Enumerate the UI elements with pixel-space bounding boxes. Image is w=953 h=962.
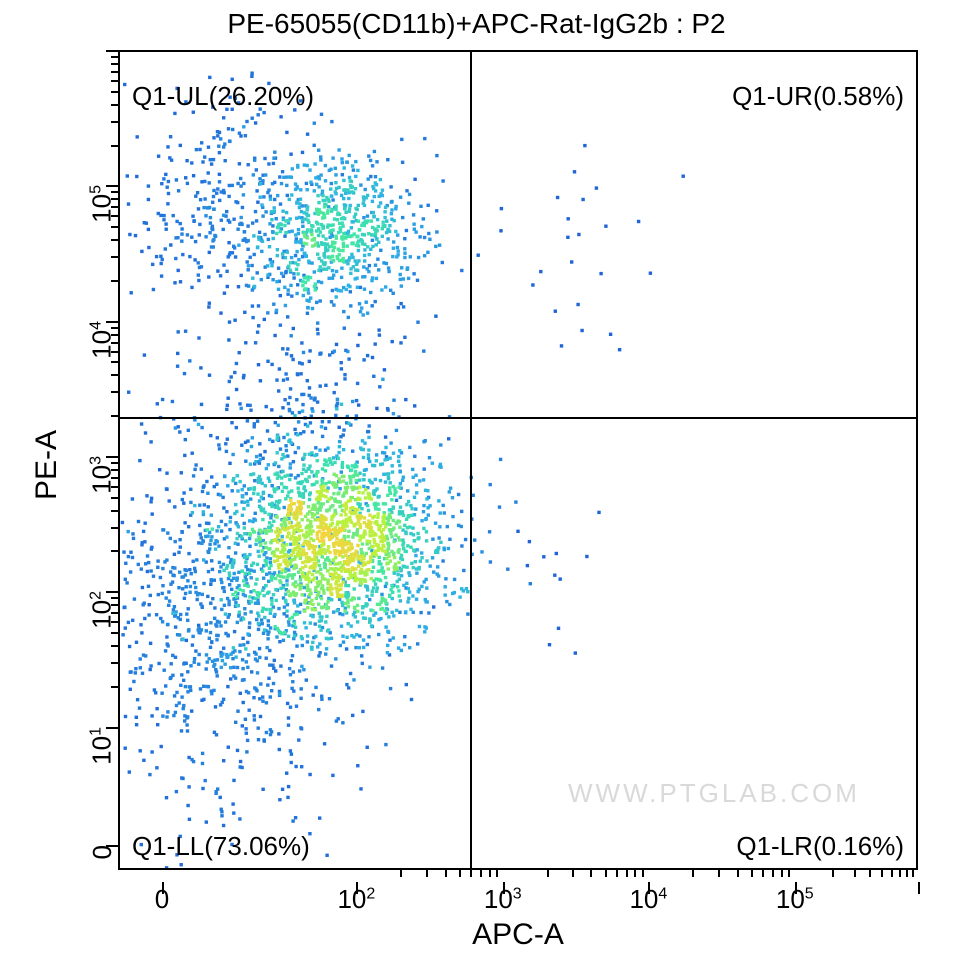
chart-title: PE-65055(CD11b)+APC-Rat-IgG2b : P2: [0, 8, 953, 40]
y-tick-minor: [111, 604, 118, 606]
y-tick-major: [106, 50, 118, 52]
y-tick-minor: [111, 527, 118, 529]
y-tick-minor: [111, 91, 118, 93]
y-tick-minor: [111, 215, 118, 217]
y-tick-minor: [111, 104, 118, 106]
x-tick-minor: [762, 870, 764, 877]
y-tick-minor: [111, 550, 118, 552]
x-tick-minor: [642, 870, 644, 877]
density-scatter-points: [120, 52, 918, 870]
x-tick-minor: [912, 870, 914, 877]
y-tick-minor: [111, 662, 118, 664]
x-tick-minor: [899, 870, 901, 877]
y-tick-minor: [111, 632, 118, 634]
y-tick-minor: [111, 226, 118, 228]
y-tick-minor: [111, 391, 118, 393]
y-tick-minor: [111, 469, 118, 471]
y-tick-minor: [111, 239, 118, 241]
x-tick-minor: [854, 870, 856, 877]
quadrant-label-lr: Q1-LR(0.16%): [736, 831, 904, 862]
x-tick-minor: [626, 870, 628, 877]
y-tick-minor: [111, 686, 118, 688]
x-tick-minor: [489, 870, 491, 877]
y-axis-label: PE-A: [30, 430, 64, 500]
y-tick-minor: [111, 198, 118, 200]
x-tick-minor: [426, 870, 428, 877]
x-tick-minor: [772, 870, 774, 877]
x-tick-label: 102: [337, 884, 375, 915]
x-tick-minor: [781, 870, 783, 877]
flow-cytometry-scatter-chart: PE-65055(CD11b)+APC-Rat-IgG2b : P2 Q1-UL…: [0, 0, 953, 962]
x-tick-minor: [634, 870, 636, 877]
y-tick-minor: [111, 415, 118, 417]
x-tick-label: 104: [629, 884, 667, 915]
x-tick-label: 0: [155, 884, 169, 915]
quadrant-label-ul: Q1-UL(26.20%): [132, 81, 314, 112]
y-tick-minor: [111, 510, 118, 512]
y-tick-minor: [111, 280, 118, 282]
x-tick-minor: [869, 870, 871, 877]
x-tick-label: 105: [776, 884, 814, 915]
watermark-text: WWW.PTGLAB.COM: [568, 778, 860, 809]
x-tick-major: [918, 882, 920, 894]
quadrant-vertical-line: [470, 52, 472, 868]
y-tick-minor: [111, 612, 118, 614]
quadrant-label-ur: Q1-UR(0.58%): [732, 81, 904, 112]
y-tick-minor: [111, 191, 118, 193]
y-tick-minor: [111, 462, 118, 464]
y-tick-minor: [111, 145, 118, 147]
y-tick-minor: [111, 361, 118, 363]
y-tick-minor: [111, 327, 118, 329]
x-tick-minor: [737, 870, 739, 877]
y-tick-minor: [111, 56, 118, 58]
x-tick-minor: [496, 870, 498, 877]
x-tick-minor: [400, 870, 402, 877]
y-tick-minor: [111, 374, 118, 376]
plot-area: Q1-UL(26.20%) Q1-UR(0.58%) Q1-LL(73.06%)…: [118, 50, 918, 870]
x-tick-minor: [547, 870, 549, 877]
y-tick-minor: [111, 477, 118, 479]
x-tick-minor: [788, 870, 790, 877]
x-tick-minor: [906, 870, 908, 877]
y-tick-minor: [111, 497, 118, 499]
y-tick-minor: [111, 486, 118, 488]
x-tick-minor: [470, 870, 472, 877]
x-tick-minor: [616, 870, 618, 877]
x-tick-minor: [832, 870, 834, 877]
quadrant-label-ll: Q1-LL(73.06%): [132, 831, 310, 862]
y-tick-minor: [111, 597, 118, 599]
y-tick-minor: [111, 334, 118, 336]
x-tick-minor: [445, 870, 447, 877]
y-tick-label: 0: [87, 845, 118, 859]
x-tick-minor: [891, 870, 893, 877]
y-tick-minor: [111, 121, 118, 123]
y-tick-minor: [111, 71, 118, 73]
x-tick-minor: [605, 870, 607, 877]
x-tick-minor: [692, 870, 694, 877]
x-axis-label: APC-A: [118, 918, 918, 952]
x-tick-minor: [751, 870, 753, 877]
y-tick-minor: [111, 256, 118, 258]
x-tick-minor: [459, 870, 461, 877]
y-tick-minor: [111, 206, 118, 208]
x-tick-minor: [572, 870, 574, 877]
y-tick-label: 101: [87, 727, 118, 765]
x-tick-minor: [480, 870, 482, 877]
x-tick-minor: [590, 870, 592, 877]
x-tick-label: 103: [484, 884, 522, 915]
y-tick-minor: [111, 63, 118, 65]
y-tick-minor: [111, 80, 118, 82]
y-tick-minor: [111, 621, 118, 623]
x-tick-minor: [718, 870, 720, 877]
y-tick-minor: [111, 645, 118, 647]
y-tick-minor: [111, 342, 118, 344]
x-tick-minor: [881, 870, 883, 877]
quadrant-horizontal-line: [120, 417, 916, 419]
y-tick-minor: [111, 351, 118, 353]
